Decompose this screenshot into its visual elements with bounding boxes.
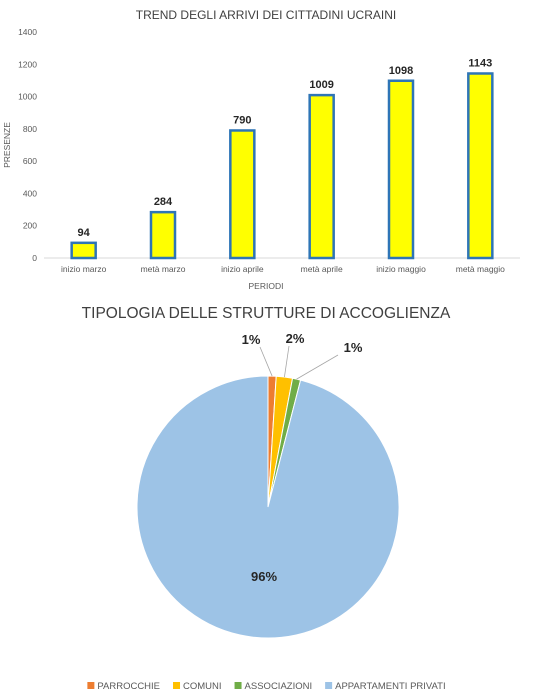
bar-value-label: 94 [78,227,91,239]
legend-label: PARROCCHIE [97,681,160,692]
pie-slice-3 [136,375,400,639]
x-tick-label: metà aprile [301,264,343,274]
bar-5 [467,72,494,260]
bar-marks [70,72,494,260]
y-tick-labels: 0 200 400 600 800 1000 1200 1400 [18,27,37,263]
bar-chart-x-axis-label: PERIODI [249,281,284,291]
pie-value-labels: 1% 2% 1% 96% [242,331,363,584]
x-tick-label: inizio maggio [376,264,426,274]
legend-swatch-1 [173,682,181,689]
bar-1 [149,210,177,260]
pie-leader-line-0 [259,346,273,377]
pie-chart: TIPOLOGIA DELLE STRUTTURE DI ACCOGLIENZA… [82,305,451,692]
y-tick-label: 0 [32,253,37,263]
bar-value-label: 1098 [389,65,413,77]
y-tick-label: 400 [23,188,37,198]
y-tick-label: 1400 [18,27,37,37]
x-tick-label: inizio aprile [221,264,264,274]
bar-value-label: 790 [233,114,251,126]
pie-leader-line-1 [284,345,290,378]
pie-leader-lines [259,345,339,380]
legend-swatch-3 [325,682,333,689]
bar-4 [387,79,415,260]
bar-3 [308,93,335,260]
legend-label: ASSOCIAZIONI [245,681,313,692]
legend-swatch-2 [234,682,242,689]
y-tick-label: 200 [23,221,37,231]
pie-value-label: 1% [242,332,261,347]
x-tick-label: inizio marzo [61,264,107,274]
pie-value-label: 1% [344,340,363,355]
pie-chart-title: TIPOLOGIA DELLE STRUTTURE DI ACCOGLIENZA [82,305,451,322]
bar-value-label: 284 [154,196,173,208]
y-tick-label: 600 [23,156,37,166]
x-tick-label: metà maggio [456,264,505,274]
bar-2 [229,129,256,260]
bar-chart-title: TREND DEGLI ARRIVI DEI CITTADINI UCRAINI [136,8,396,22]
pie-value-label: 96% [251,569,277,584]
legend-swatch-0 [87,682,95,689]
x-tick-label: metà marzo [141,264,186,274]
y-tick-label: 1200 [18,59,37,69]
pie-leader-line-2 [296,354,339,380]
bar-value-label: 1009 [309,79,333,91]
pie-value-label: 2% [286,331,305,346]
bar-value-labels: 94 284 790 1009 1098 1143 [78,57,493,238]
y-tick-label: 1000 [18,92,37,102]
bar-chart-y-axis-label: PRESENZE [2,122,12,168]
pie-slices [136,375,400,639]
bar-0 [70,241,97,260]
y-tick-label: 800 [23,124,37,134]
bar-chart: TREND DEGLI ARRIVI DEI CITTADINI UCRAINI… [2,8,520,291]
x-tick-labels: inizio marzo metà marzo inizio aprile metà … [61,264,505,274]
pie-legend: PARROCCHIE COMUNI ASSOCIAZIONI APPARTAMENTI… [87,681,446,692]
legend-label: APPARTAMENTI PRIVATI [335,681,446,692]
bar-value-label: 1143 [468,57,492,69]
legend-label: COMUNI [183,681,222,692]
